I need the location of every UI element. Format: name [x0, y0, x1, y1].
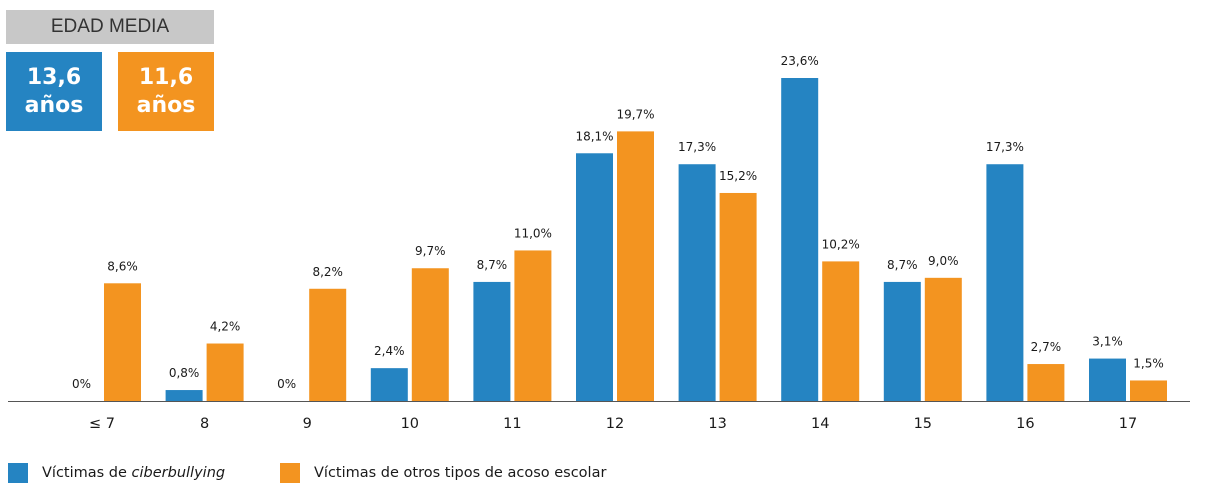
data-label-other-6: 15,2%	[719, 169, 757, 183]
average-age-other-bullying: 11,6 años	[118, 52, 214, 131]
data-label-cyberbullying-6: 17,3%	[678, 140, 716, 154]
bar-cyberbullying-4	[473, 281, 511, 401]
bar-other-1	[206, 343, 244, 401]
legend-item-other-bullying: Víctimas de otros tipos de acoso escolar	[280, 462, 606, 484]
x-tick-label-0: ≤ 7	[89, 416, 115, 432]
data-label-cyberbullying-3: 2,4%	[374, 344, 405, 358]
bar-cyberbullying-8	[883, 281, 921, 401]
data-label-other-3: 9,7%	[415, 244, 446, 258]
x-tick-label-9: 16	[1016, 416, 1034, 432]
x-tick-label-5: 12	[606, 416, 624, 432]
bar-other-4	[514, 250, 552, 401]
average-age-cyberbullying: 13,6 años	[6, 52, 102, 131]
bar-cyberbullying-1	[165, 390, 203, 401]
bar-cyberbullying-5	[576, 153, 613, 401]
bar-other-5	[617, 131, 654, 401]
x-tick-label-1: 8	[200, 416, 209, 432]
bar-cyberbullying-6	[678, 164, 716, 401]
bar-cyberbullying-3	[370, 368, 408, 401]
data-label-cyberbullying-7: 23,6%	[781, 54, 819, 68]
data-label-other-9: 2,7%	[1031, 340, 1062, 354]
bar-cyberbullying-10	[1089, 358, 1126, 401]
x-tick-label-4: 11	[503, 416, 521, 432]
x-tick-label-3: 10	[401, 416, 419, 432]
legend-swatch-other-bullying	[280, 463, 300, 483]
x-tick-label-10: 17	[1119, 416, 1137, 432]
x-tick-label-8: 15	[914, 416, 932, 432]
bar-cyberbullying-9	[986, 164, 1024, 401]
data-label-cyberbullying-0: 0%	[72, 377, 91, 391]
bar-other-8	[924, 277, 962, 401]
bar-other-3	[411, 268, 449, 401]
legend-item-cyberbullying: Víctimas de ciberbullying	[8, 462, 225, 484]
bar-other-0	[104, 283, 141, 401]
data-label-cyberbullying-9: 17,3%	[986, 140, 1024, 154]
x-tick-label-6: 13	[708, 416, 726, 432]
data-label-cyberbullying-8: 8,7%	[887, 258, 918, 272]
bar-cyberbullying-7	[781, 78, 819, 401]
average-age-other-unit: años	[136, 92, 196, 118]
legend-label-cyberbullying: Víctimas de ciberbullying	[42, 465, 225, 481]
data-label-cyberbullying-2: 0%	[277, 377, 296, 391]
legend-swatch-cyberbullying	[8, 463, 28, 483]
average-age-other-value: 11,6	[138, 65, 194, 90]
x-tick-label-7: 14	[811, 416, 829, 432]
data-label-cyberbullying-5: 18,1%	[575, 129, 613, 143]
data-label-cyberbullying-1: 0,8%	[169, 366, 200, 380]
legend-label-prefix: Víctimas de	[42, 465, 132, 481]
bar-other-7	[822, 261, 860, 401]
data-label-other-7: 10,2%	[822, 237, 860, 251]
legend-label-italic: ciberbullying	[131, 465, 226, 481]
x-tick-label-2: 9	[303, 416, 312, 432]
data-label-other-10: 1,5%	[1133, 356, 1164, 370]
legend-label-other-bullying: Víctimas de otros tipos de acoso escolar	[314, 465, 607, 481]
data-label-other-8: 9,0%	[928, 254, 959, 268]
data-label-other-1: 4,2%	[210, 320, 241, 334]
average-age-cyberbullying-unit: años	[24, 92, 84, 118]
bar-other-2	[309, 288, 347, 401]
data-label-other-0: 8,6%	[107, 259, 138, 273]
bar-other-9	[1027, 364, 1065, 401]
bar-other-10	[1130, 380, 1167, 401]
data-label-other-2: 8,2%	[312, 265, 343, 279]
average-age-cyberbullying-value: 13,6	[26, 65, 82, 90]
average-age-header: EDAD MEDIA	[6, 10, 214, 44]
data-label-other-5: 19,7%	[616, 107, 654, 121]
data-label-cyberbullying-10: 3,1%	[1092, 335, 1123, 349]
data-label-cyberbullying-4: 8,7%	[477, 258, 508, 272]
data-label-other-4: 11,0%	[514, 226, 552, 240]
bar-other-6	[719, 192, 757, 401]
